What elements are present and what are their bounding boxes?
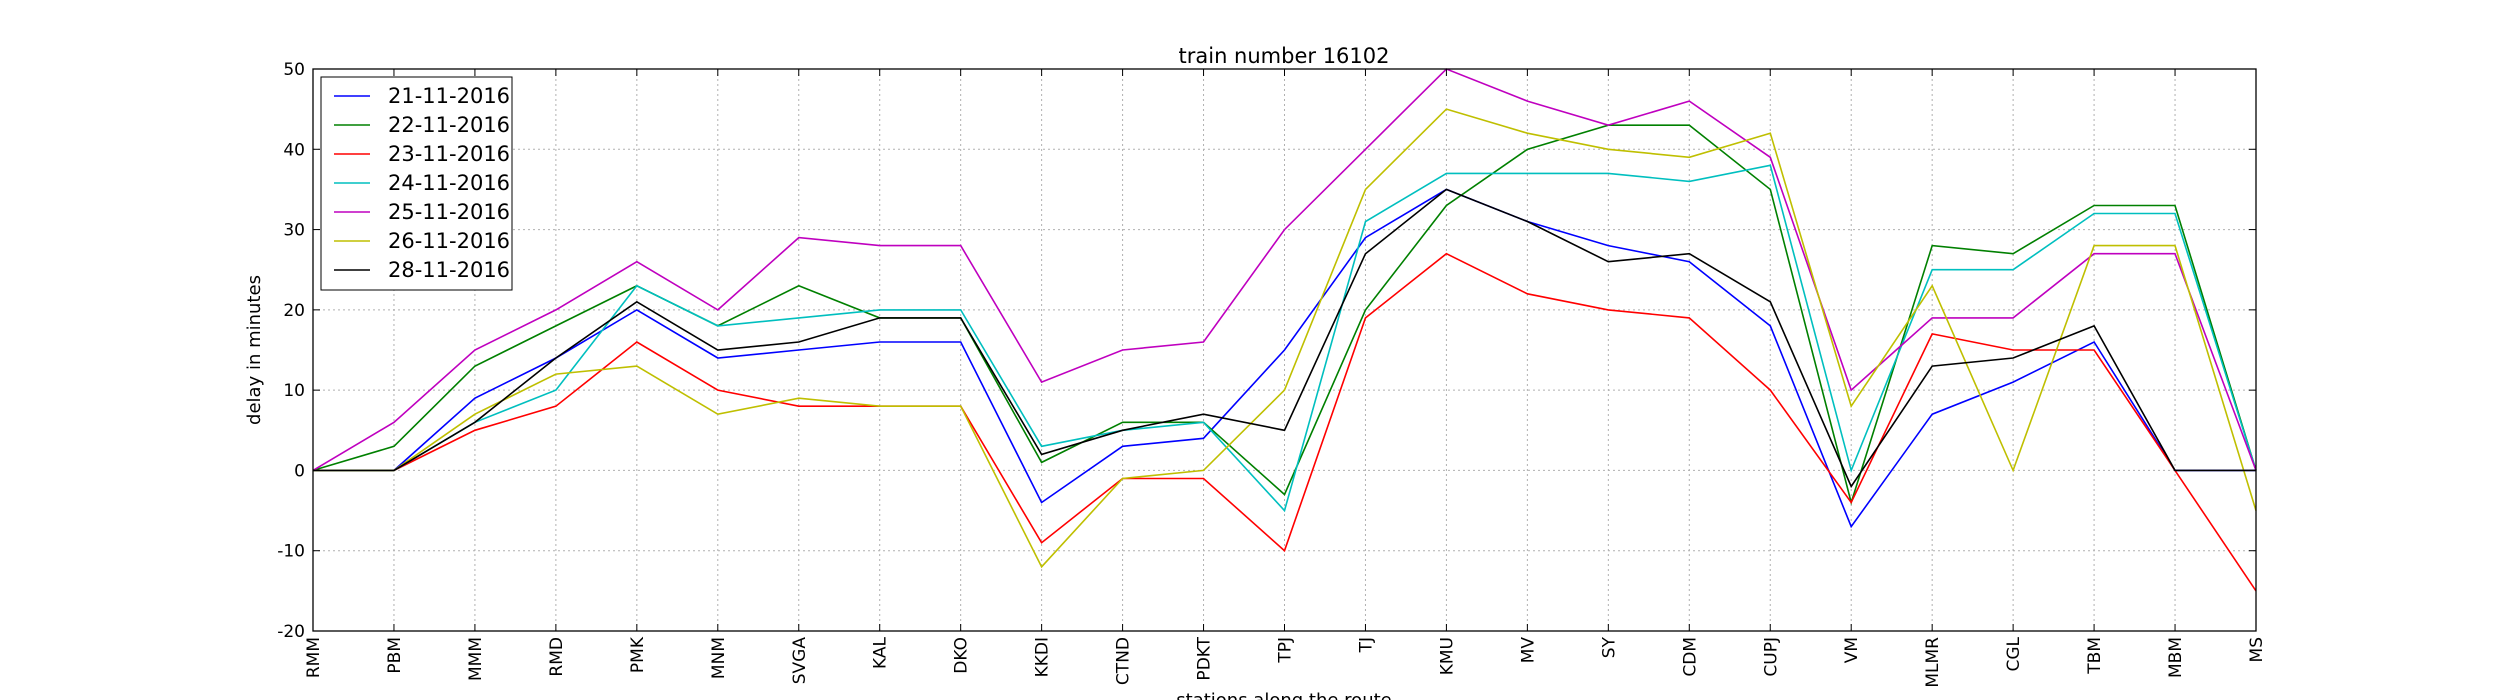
series-line bbox=[313, 188, 2256, 529]
x-tick-label: TBM bbox=[2085, 637, 2105, 675]
series-line bbox=[313, 252, 2257, 592]
x-tick-label: MV bbox=[1518, 637, 1538, 664]
x-tick-label: MNM bbox=[709, 637, 729, 679]
x-axis-label: stations along the route bbox=[1176, 690, 1391, 700]
x-tick-label: KAL bbox=[871, 636, 891, 668]
x-tick-label: RMM bbox=[304, 637, 324, 678]
x-tick-label: PMK bbox=[628, 636, 648, 673]
x-tick-label: PDKT bbox=[1195, 636, 1215, 680]
x-tick-label: TPJ bbox=[1276, 637, 1296, 664]
y-tick-label: 10 bbox=[283, 381, 305, 401]
x-tick-label: MMM bbox=[466, 637, 486, 681]
y-tick-label: 40 bbox=[283, 140, 305, 160]
legend-label: 21-11-2016 bbox=[388, 84, 510, 108]
x-tick-label: SVGA bbox=[790, 637, 810, 685]
legend-label: 24-11-2016 bbox=[388, 171, 510, 195]
x-tick-label: MS bbox=[2247, 637, 2267, 662]
x-tick-label: TJ bbox=[1356, 637, 1376, 653]
y-tick-label: 0 bbox=[294, 461, 305, 481]
legend-label: 25-11-2016 bbox=[388, 200, 510, 224]
legend-label: 28-11-2016 bbox=[388, 258, 510, 282]
x-tick-label: CGL bbox=[2004, 636, 2024, 671]
x-tick-label: CUPJ bbox=[1761, 637, 1781, 677]
y-tick-label: -20 bbox=[277, 622, 305, 642]
legend: 21-11-2016 22-11-2016 23-11-2016 24-11-2016… bbox=[320, 76, 513, 291]
legend-label: 22-11-2016 bbox=[388, 113, 510, 137]
chart-title: train number 16102 bbox=[1179, 44, 1390, 68]
x-tick-label: SY bbox=[1599, 636, 1619, 658]
x-tick-label: VM bbox=[1842, 637, 1862, 663]
y-tick-label: 50 bbox=[283, 60, 305, 80]
series-line bbox=[313, 188, 2256, 489]
x-tick-label: CTND bbox=[1114, 637, 1134, 685]
axis-ticks: -20 -10 0 10 20 30 40 50 RMM PBM MMM RMD PMK MNM SVGA K… bbox=[277, 60, 2267, 688]
legend-label: 23-11-2016 bbox=[388, 142, 510, 166]
x-tick-label: RMD bbox=[547, 637, 567, 677]
y-tick-label: 30 bbox=[283, 221, 305, 241]
y-tick-label: 20 bbox=[283, 301, 305, 321]
series-lines bbox=[312, 68, 2257, 592]
x-tick-label: KKDI bbox=[1033, 637, 1053, 677]
x-tick-label: PBM bbox=[385, 637, 405, 674]
legend-label: 26-11-2016 bbox=[388, 229, 510, 253]
x-tick-label: MLMR bbox=[1923, 637, 1943, 688]
series-line bbox=[313, 164, 2257, 513]
x-tick-label: MBM bbox=[2166, 637, 2186, 678]
x-tick-label: DKO bbox=[952, 637, 972, 674]
y-tick-label: -10 bbox=[277, 542, 305, 562]
series-line bbox=[313, 108, 2257, 569]
y-axis-label: delay in minutes bbox=[244, 275, 265, 425]
x-tick-label: CDM bbox=[1680, 637, 1700, 677]
series-line bbox=[312, 68, 2257, 472]
x-tick-label: KMU bbox=[1437, 637, 1457, 675]
